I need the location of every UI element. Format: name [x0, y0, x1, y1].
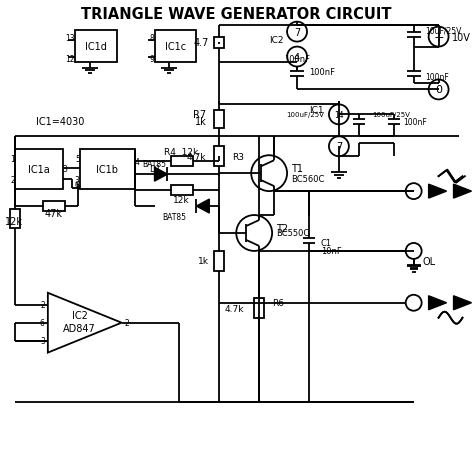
- Bar: [43, 202, 65, 212]
- Text: 0: 0: [435, 85, 442, 95]
- Text: D1: D1: [149, 164, 160, 173]
- Text: 4.7k: 4.7k: [187, 152, 206, 161]
- Bar: [254, 299, 264, 318]
- Text: 100nF: 100nF: [426, 73, 449, 82]
- Text: OL: OL: [422, 256, 435, 266]
- Text: R6: R6: [272, 299, 284, 308]
- Text: 6: 6: [40, 318, 45, 327]
- Circle shape: [406, 295, 422, 311]
- Text: IC2: IC2: [72, 310, 88, 320]
- Bar: [75, 31, 117, 62]
- Polygon shape: [454, 185, 472, 198]
- Text: 4.7: 4.7: [194, 37, 210, 47]
- Bar: [15, 150, 63, 190]
- Bar: [214, 38, 224, 49]
- Circle shape: [251, 156, 287, 192]
- Circle shape: [428, 28, 448, 47]
- Text: IC1b: IC1b: [96, 165, 118, 175]
- Circle shape: [287, 47, 307, 67]
- Polygon shape: [428, 296, 447, 310]
- Bar: [80, 150, 135, 190]
- Text: 10V: 10V: [452, 32, 470, 42]
- Text: 12k: 12k: [5, 216, 23, 226]
- Polygon shape: [155, 168, 167, 182]
- Text: R7: R7: [193, 110, 206, 120]
- Text: IC1: IC1: [310, 106, 324, 115]
- Text: 3: 3: [63, 164, 68, 173]
- Text: BC560C: BC560C: [291, 174, 324, 183]
- Text: IC1a: IC1a: [28, 165, 50, 175]
- Text: R3: R3: [232, 152, 244, 161]
- Circle shape: [329, 137, 349, 157]
- Text: 3: 3: [40, 336, 45, 345]
- Text: 6: 6: [75, 180, 80, 189]
- Text: 100uF/25V: 100uF/25V: [372, 112, 410, 118]
- Polygon shape: [428, 185, 447, 198]
- Text: T2: T2: [276, 224, 288, 234]
- Bar: [214, 251, 224, 271]
- Text: 2: 2: [125, 318, 129, 327]
- Text: 13: 13: [65, 34, 75, 43]
- Text: 7: 7: [294, 28, 300, 37]
- Bar: [10, 209, 20, 229]
- Text: 8: 8: [150, 34, 155, 43]
- Text: 1k: 1k: [195, 117, 206, 127]
- Text: 4: 4: [135, 157, 139, 166]
- Bar: [171, 186, 193, 196]
- Text: 1: 1: [10, 154, 15, 163]
- Circle shape: [406, 184, 422, 200]
- Bar: [171, 157, 193, 167]
- Text: 4.7k: 4.7k: [225, 304, 244, 313]
- Text: IC1c: IC1c: [165, 41, 186, 51]
- Text: 12k: 12k: [173, 195, 190, 204]
- Text: R4  12k: R4 12k: [164, 147, 199, 156]
- Text: 5: 5: [75, 154, 80, 163]
- Text: 10nF: 10nF: [321, 247, 342, 256]
- Bar: [214, 111, 224, 128]
- Polygon shape: [454, 296, 472, 310]
- Circle shape: [287, 23, 307, 42]
- Bar: [214, 147, 224, 167]
- Text: TRIANGLE WAVE GENERATOR CIRCUIT: TRIANGLE WAVE GENERATOR CIRCUIT: [81, 7, 392, 22]
- Text: 2: 2: [40, 300, 45, 309]
- Text: 100uF/25V: 100uF/25V: [286, 112, 324, 118]
- Text: 100nF: 100nF: [309, 68, 335, 77]
- Text: IC1d: IC1d: [85, 41, 107, 51]
- Text: 9: 9: [150, 55, 155, 64]
- Circle shape: [406, 244, 422, 259]
- Text: BAT85: BAT85: [163, 212, 186, 221]
- Circle shape: [329, 105, 349, 125]
- Text: IC2: IC2: [270, 36, 284, 45]
- Text: 2: 2: [10, 175, 15, 184]
- Text: 47k: 47k: [45, 208, 63, 219]
- Text: 100nF: 100nF: [284, 55, 310, 64]
- Text: 4: 4: [294, 52, 300, 62]
- Text: 100nF: 100nF: [404, 118, 428, 127]
- Text: 1k: 1k: [198, 257, 210, 266]
- Text: 10uF/25V: 10uF/25V: [426, 26, 462, 35]
- Text: 14: 14: [334, 110, 344, 120]
- Text: 12: 12: [65, 55, 75, 64]
- Circle shape: [428, 80, 448, 100]
- Text: IC1=4030: IC1=4030: [36, 117, 84, 127]
- Text: 7: 7: [336, 142, 342, 152]
- Text: 3: 3: [75, 175, 80, 184]
- Text: AD847: AD847: [64, 323, 96, 333]
- Text: BAT85: BAT85: [143, 159, 166, 168]
- Text: T1: T1: [291, 164, 303, 174]
- Circle shape: [236, 216, 272, 251]
- Text: C1: C1: [321, 239, 332, 248]
- Text: +: +: [433, 31, 444, 44]
- Bar: [155, 31, 196, 62]
- Text: BC550C: BC550C: [276, 229, 310, 238]
- Polygon shape: [196, 200, 210, 214]
